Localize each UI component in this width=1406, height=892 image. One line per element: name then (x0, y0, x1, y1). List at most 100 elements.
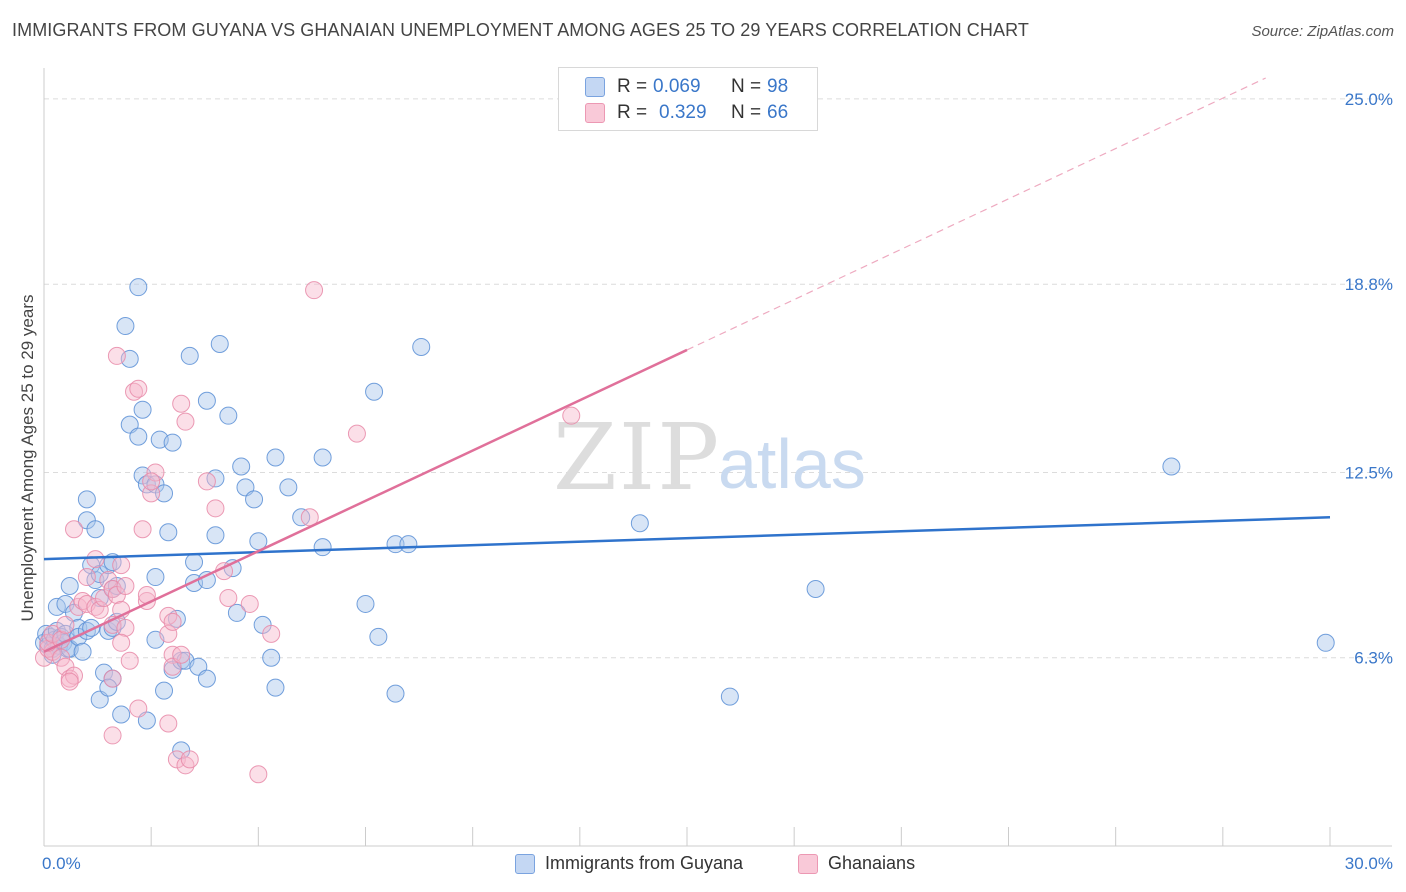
watermark-zip: ZIP (553, 404, 721, 511)
data-point-ghanaians (172, 394, 191, 413)
legend-label-ghanaians: Ghanaians (828, 853, 916, 873)
data-point-guyana (133, 400, 152, 419)
data-point-ghanaians (99, 571, 118, 590)
data-point-guyana (206, 526, 225, 545)
data-point-guyana (73, 642, 92, 661)
data-point-ghanaians (116, 618, 135, 637)
data-point-ghanaians (146, 463, 165, 482)
data-point-guyana (365, 382, 384, 401)
data-point-ghanaians (163, 612, 182, 631)
y-tick-label: 18.8% (1345, 275, 1393, 294)
data-point-guyana (399, 535, 418, 554)
watermark-atlas: atlas (718, 425, 866, 503)
n-value-guyana: 98 (767, 76, 789, 97)
data-point-ghanaians (112, 556, 131, 575)
data-point-guyana (386, 684, 405, 703)
n-label: N = (731, 102, 762, 123)
data-point-guyana (163, 433, 182, 452)
data-point-guyana (180, 346, 199, 365)
data-point-ghanaians (90, 600, 109, 619)
data-point-ghanaians (56, 615, 75, 634)
data-point-ghanaians (159, 714, 178, 733)
axis-layer (43, 68, 1392, 847)
data-point-ghanaians (159, 624, 178, 643)
y-tick-label: 12.5% (1345, 463, 1393, 482)
data-point-ghanaians (103, 726, 122, 745)
data-point-ghanaians (180, 750, 199, 769)
data-point-guyana (245, 490, 264, 509)
data-point-guyana (262, 648, 281, 667)
data-point-guyana (129, 427, 148, 446)
data-point-ghanaians (133, 520, 152, 539)
trend-line-ghanaians (43, 348, 688, 653)
watermark: ZIP atlas (553, 404, 866, 511)
data-point-ghanaians (240, 594, 259, 613)
data-point-guyana (232, 457, 251, 476)
swatch-guyana (585, 77, 605, 97)
x-tick-label: 0.0% (42, 854, 81, 873)
data-point-ghanaians (120, 651, 139, 670)
n-value-ghanaians: 66 (767, 102, 789, 123)
r-value-guyana: 0.069 (653, 76, 701, 97)
data-point-guyana (159, 523, 178, 542)
data-point-guyana (369, 627, 388, 646)
tick-label-layer: 6.3% 12.5% 18.8% 25.0% 0.0% 30.0% (42, 90, 1393, 873)
legend-swatch-ghanaians (798, 854, 818, 874)
data-point-guyana (86, 520, 105, 539)
data-point-guyana (313, 538, 332, 557)
data-point-guyana (146, 568, 165, 587)
data-point-ghanaians (60, 672, 79, 691)
data-point-ghanaians (172, 645, 191, 664)
data-point-guyana (266, 448, 285, 467)
data-point-ghanaians (197, 472, 216, 491)
data-point-guyana (1316, 633, 1335, 652)
data-point-ghanaians (219, 588, 238, 607)
data-point-guyana (112, 705, 131, 724)
data-point-guyana (806, 580, 825, 599)
data-point-ghanaians (129, 699, 148, 718)
data-point-guyana (60, 577, 79, 596)
data-point-guyana (116, 317, 135, 336)
legend-label-guyana: Immigrants from Guyana (545, 853, 744, 873)
data-point-ghanaians (262, 624, 281, 643)
data-point-guyana (155, 484, 174, 503)
data-point-guyana (99, 678, 118, 697)
data-point-ghanaians (206, 499, 225, 518)
data-point-ghanaians (65, 520, 84, 539)
data-point-ghanaians (562, 406, 581, 425)
data-point-guyana (412, 337, 431, 356)
trend-line-guyana (43, 516, 1331, 561)
data-point-guyana (227, 603, 246, 622)
r-label: R = (617, 76, 648, 97)
data-point-guyana (279, 478, 298, 497)
y-tick-label: 25.0% (1345, 90, 1393, 109)
data-point-guyana (155, 681, 174, 700)
series-guyana-points (35, 278, 1335, 760)
data-point-guyana (249, 532, 268, 551)
data-point-ghanaians (107, 346, 126, 365)
y-tick-label: 6.3% (1354, 649, 1393, 668)
data-point-ghanaians (176, 412, 195, 431)
data-point-ghanaians (142, 472, 161, 491)
legend-swatch-guyana (515, 854, 535, 874)
series-ghanaians-points (35, 281, 581, 784)
data-point-guyana (356, 594, 375, 613)
data-point-guyana (720, 687, 739, 706)
data-point-ghanaians (86, 550, 105, 569)
data-point-ghanaians (112, 633, 131, 652)
r-value-ghanaians: 0.329 (659, 102, 707, 123)
stats-legend: R = 0.069 N = 98 R = 0.329 N = 66 (558, 67, 818, 131)
data-point-guyana (197, 669, 216, 688)
data-point-guyana (1162, 457, 1181, 476)
data-point-guyana (313, 448, 332, 467)
data-point-guyana (219, 406, 238, 425)
data-point-guyana (266, 678, 285, 697)
data-point-ghanaians (347, 424, 366, 443)
n-label: N = (731, 76, 762, 97)
data-point-guyana (185, 553, 204, 572)
data-point-ghanaians (52, 648, 71, 667)
data-point-guyana (210, 334, 229, 353)
data-point-guyana (129, 278, 148, 297)
data-point-ghanaians (116, 577, 135, 596)
r-label: R = (617, 102, 648, 123)
